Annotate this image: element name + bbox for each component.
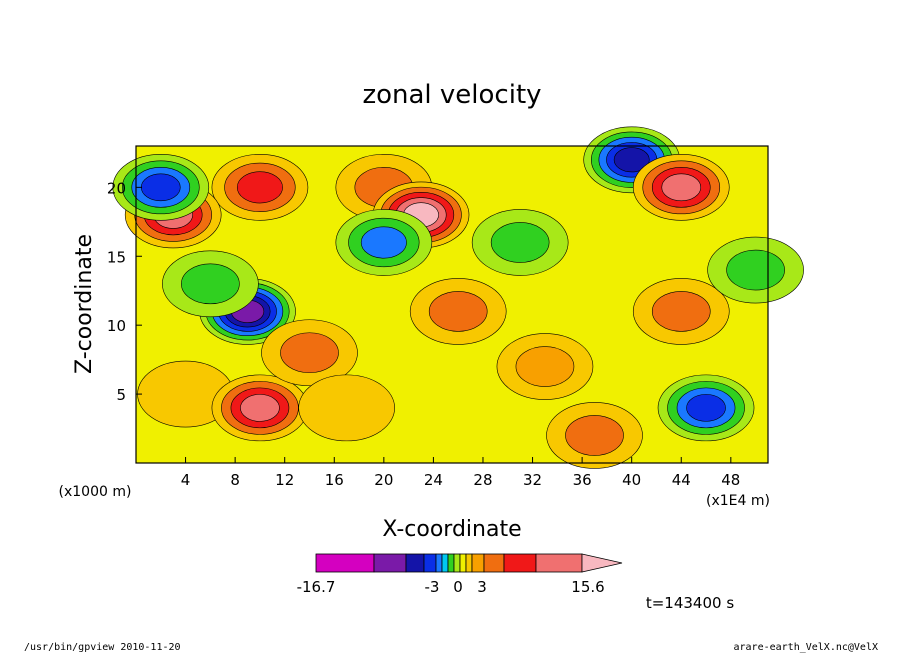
colorbar-segment — [315, 553, 375, 573]
colorbar — [315, 553, 623, 573]
colorbar-label: -16.7 — [297, 578, 336, 596]
y-axis-label: Z-coordinate — [72, 234, 97, 374]
colorbar-labels: -16.7 -3 0 3 15.6 — [297, 578, 605, 596]
footer-left: /usr/bin/gpview 2010-11-20 — [24, 642, 181, 653]
velocity-contour — [490, 222, 550, 263]
velocity-contour — [726, 249, 785, 291]
colorbar-segment — [535, 553, 583, 573]
colorbar-extension — [581, 553, 623, 573]
colorbar-segment — [483, 553, 505, 573]
time-label: t=143400 s — [646, 594, 734, 612]
x-scale-label: (x1E4 m) — [706, 493, 770, 509]
y-axis: 5 10 15 20 — [107, 179, 142, 404]
x-tick-label: 44 — [672, 471, 691, 489]
x-tick-label: 32 — [523, 471, 542, 489]
x-tick-label: 48 — [721, 471, 740, 489]
plot-area — [112, 126, 804, 469]
velocity-contour — [298, 374, 395, 442]
velocity-contour — [686, 394, 726, 422]
colorbar-segment — [459, 553, 467, 573]
y-tick-label: 5 — [116, 386, 126, 404]
colorbar-label: 0 — [453, 578, 463, 596]
x-unit-label: (x1000 m) — [59, 484, 132, 500]
velocity-contour — [613, 147, 650, 173]
colorbar-segment — [453, 553, 461, 573]
velocity-contour — [515, 346, 575, 387]
velocity-contour — [280, 332, 339, 374]
colorbar-segment — [441, 553, 449, 573]
x-tick-label: 28 — [473, 471, 492, 489]
colorbar-segment — [435, 553, 443, 573]
velocity-contour — [181, 263, 240, 305]
x-tick-label: 8 — [230, 471, 240, 489]
y-tick-label: 20 — [107, 179, 126, 197]
colorbar-label: 3 — [477, 578, 487, 596]
colorbar-segment — [423, 553, 437, 573]
velocity-contour — [360, 226, 407, 259]
colorbar-segment — [405, 553, 425, 573]
x-tick-label: 36 — [573, 471, 592, 489]
colorbar-segment — [465, 553, 473, 573]
velocity-contour — [565, 415, 624, 456]
velocity-contour — [236, 171, 283, 204]
velocity-contour — [240, 394, 280, 422]
y-tick-label: 10 — [107, 317, 126, 335]
footer-right: arare-earth_VelX.nc@VelX — [734, 642, 879, 653]
velocity-field — [112, 126, 804, 469]
colorbar-label: -3 — [425, 578, 440, 596]
x-tick-label: 16 — [325, 471, 344, 489]
velocity-contour — [661, 173, 702, 202]
colorbar-segment — [503, 553, 537, 573]
y-tick-label: 15 — [107, 248, 126, 266]
chart-title: zonal velocity — [362, 80, 541, 110]
colorbar-label: 15.6 — [571, 578, 604, 596]
velocity-contour — [428, 291, 488, 332]
colorbar-segment — [471, 553, 485, 573]
velocity-contour — [140, 173, 181, 202]
colorbar-segment — [373, 553, 407, 573]
x-tick-label: 40 — [622, 471, 641, 489]
velocity-contour — [651, 291, 711, 332]
x-axis-label: X-coordinate — [382, 517, 521, 542]
x-tick-label: 12 — [275, 471, 294, 489]
plot-frame — [135, 145, 769, 464]
x-axis: 4 8 12 16 20 24 28 32 36 40 44 48 — [181, 457, 740, 489]
x-tick-label: 20 — [374, 471, 393, 489]
x-tick-label: 24 — [424, 471, 443, 489]
x-tick-label: 4 — [181, 471, 191, 489]
colorbar-segment — [447, 553, 455, 573]
